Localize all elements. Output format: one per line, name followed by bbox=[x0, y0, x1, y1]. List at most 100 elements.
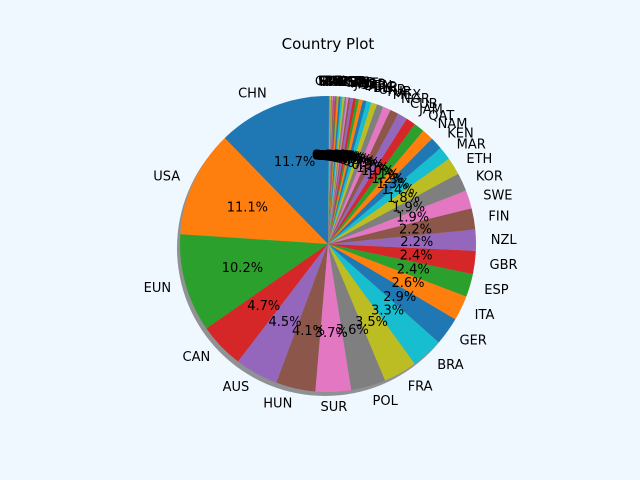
slice-label-nor: NOR bbox=[357, 77, 386, 92]
slice-label-ned: NED bbox=[347, 76, 375, 91]
slice-label-rsa: RSA bbox=[341, 75, 368, 90]
slice-pct-ltu: 0.1% bbox=[312, 149, 345, 164]
pie-slice-ngr bbox=[328, 109, 399, 244]
slice-pct-irn: 0.1% bbox=[316, 149, 349, 164]
slice-label-cub: CUB bbox=[410, 97, 438, 112]
pie-slice-kor bbox=[328, 173, 467, 244]
slice-label-usa: USA bbox=[153, 169, 180, 184]
slice-pct-svk: 0.1% bbox=[314, 149, 347, 164]
slice-label-geo: GEO bbox=[337, 75, 366, 90]
pie-slice-ger bbox=[328, 244, 456, 343]
slice-pct-swe: 1.9% bbox=[396, 211, 429, 226]
pie-slice-ukr bbox=[328, 102, 377, 244]
slice-pct-cro: 0.1% bbox=[314, 149, 347, 164]
pie-slice-sur bbox=[315, 244, 352, 393]
slice-label-fin: FIN bbox=[488, 210, 509, 225]
pie-slice-jpn bbox=[328, 97, 354, 244]
slice-label-svk: SVK bbox=[319, 75, 345, 90]
pie-slice-svk bbox=[328, 96, 332, 244]
pie-slice-aus bbox=[238, 244, 328, 383]
slice-pct-den: 0.4% bbox=[331, 151, 364, 166]
pie-slices bbox=[179, 95, 477, 393]
slice-label-ltu: LTU bbox=[318, 75, 341, 90]
pie-slice-ltu bbox=[328, 96, 330, 244]
slice-pct-ger: 2.9% bbox=[383, 290, 416, 305]
slice-pct-eth: 1.8% bbox=[387, 191, 420, 206]
slice-label-slo: SLO bbox=[318, 75, 343, 90]
pie-slice-aut bbox=[328, 97, 351, 244]
pie-slice-chn bbox=[224, 96, 328, 244]
slice-pct-can: 4.7% bbox=[247, 299, 280, 314]
pie-slice-jam bbox=[328, 118, 415, 244]
slice-pct-usa: 11.1% bbox=[227, 200, 268, 215]
slice-pct-rsa: 0.2% bbox=[319, 149, 352, 164]
slice-pct-fin: 2.2% bbox=[399, 222, 432, 237]
slice-label-gre: GRE bbox=[315, 75, 342, 90]
slice-label-pol: POL bbox=[373, 394, 399, 409]
slice-pct-gbr: 2.4% bbox=[400, 249, 433, 264]
slice-label-nam: NAM bbox=[438, 117, 468, 132]
pie-slice-irn bbox=[328, 96, 336, 244]
pie-slice-geo bbox=[328, 96, 337, 245]
slice-pct-sui: 0.2% bbox=[321, 149, 354, 164]
pie-slice-ken bbox=[328, 138, 441, 244]
slice-label-jpn: JPN bbox=[353, 77, 375, 92]
slice-label-ita: ITA bbox=[475, 308, 495, 323]
pie-slice-can bbox=[206, 244, 328, 362]
slice-pct-nor: 0.3% bbox=[328, 150, 361, 165]
slice-label-srb: SRB bbox=[361, 78, 387, 93]
pie-slice-pol bbox=[328, 244, 386, 391]
slice-label-bel: BEL bbox=[349, 76, 374, 91]
slice-pct-ned: 0.2% bbox=[322, 149, 355, 164]
slice-pct-ken: 1.3% bbox=[377, 177, 410, 192]
slice-label-rou: ROU bbox=[320, 75, 349, 90]
pie-slice-rou bbox=[328, 96, 334, 244]
slice-label-mex: MEX bbox=[393, 88, 421, 103]
slice-label-hun: HUN bbox=[263, 396, 292, 411]
slice-pct-pol: 3.6% bbox=[336, 323, 369, 338]
slice-label-bra: BRA bbox=[437, 358, 463, 373]
slice-label-qat: QAT bbox=[428, 109, 454, 124]
slice-pct-cub: 1.0% bbox=[356, 161, 389, 176]
slice-label-gbr: GBR bbox=[490, 258, 518, 273]
slice-pct-gre: 0.1% bbox=[312, 149, 345, 164]
pie-slice-arg bbox=[328, 100, 367, 244]
slice-label-sui: SUI bbox=[345, 76, 367, 91]
slice-label-cze: CZE bbox=[343, 75, 369, 90]
slice-pct-hun: 4.1% bbox=[292, 324, 325, 339]
pie-slice-gbr bbox=[328, 244, 476, 275]
slice-pct-geo: 0.1% bbox=[316, 149, 349, 164]
slice-pct-kor: 1.9% bbox=[392, 200, 425, 215]
pie-slice-cze bbox=[328, 96, 343, 244]
slice-pct-rou: 0.1% bbox=[315, 149, 348, 164]
pie-slice-mar bbox=[328, 147, 449, 244]
slice-pct-srb: 0.3% bbox=[329, 150, 362, 165]
pie-slice-tur bbox=[328, 104, 384, 244]
slice-pct-mex: 0.8% bbox=[347, 156, 380, 171]
slice-label-aut: AUT bbox=[352, 76, 378, 91]
slice-label-eth: ETH bbox=[466, 152, 492, 167]
slice-pct-kaz: 0.1% bbox=[315, 149, 348, 164]
slice-label-kaz: KAZ bbox=[322, 75, 348, 90]
pie-slice-blr bbox=[328, 101, 372, 244]
slice-label-aus: AUS bbox=[223, 380, 250, 395]
pie-slice-bra bbox=[328, 244, 439, 364]
pie-slice-sui bbox=[328, 96, 345, 244]
slice-pct-qat: 1.1% bbox=[366, 168, 399, 183]
pie-slice-cro bbox=[328, 96, 333, 244]
slice-label-ukr: UKR bbox=[379, 83, 406, 98]
slice-label-mar: MAR bbox=[457, 138, 486, 153]
slice-pct-sur: 3.7% bbox=[315, 326, 348, 341]
slice-pct-fra: 3.5% bbox=[355, 315, 388, 330]
slice-label-esp: ESP bbox=[484, 283, 508, 298]
slice-pct-nzl: 2.2% bbox=[400, 235, 433, 250]
slice-pct-ita: 2.6% bbox=[391, 276, 424, 291]
slice-pct-bra: 3.3% bbox=[371, 303, 404, 318]
slice-pct-ukr: 0.6% bbox=[339, 153, 372, 168]
pie-slice-usa bbox=[180, 137, 328, 244]
slice-label-jam: JAM bbox=[418, 103, 443, 118]
slice-pct-jam: 1.0% bbox=[361, 164, 394, 179]
slice-pct-cze: 0.2% bbox=[320, 149, 353, 164]
slice-label-fra: FRA bbox=[408, 379, 433, 394]
